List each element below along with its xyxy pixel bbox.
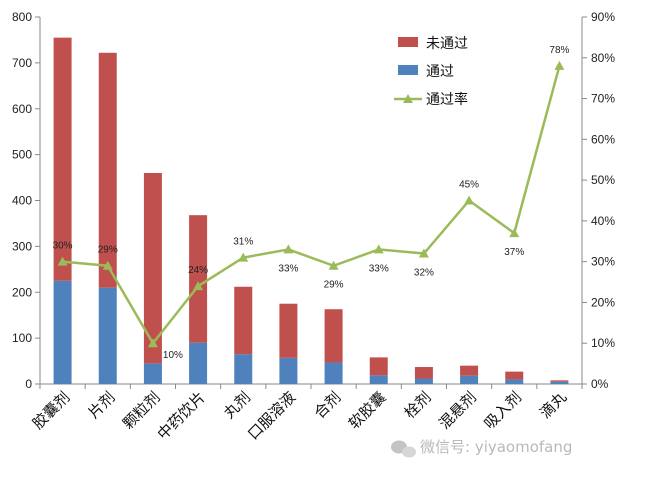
bar-pass (414, 378, 433, 384)
bar-pass (143, 363, 162, 384)
bar-pass (98, 287, 117, 384)
pass-rate-marker (283, 244, 294, 254)
right-tick-label: 50% (591, 173, 615, 187)
left-tick-label: 700 (12, 56, 32, 70)
legend-label: 通过 (426, 64, 454, 80)
rate-data-label: 24% (188, 265, 208, 276)
bar-fail (460, 365, 479, 376)
right-tick-label: 70% (591, 92, 615, 106)
pass-rate-marker (418, 248, 429, 258)
left-tick-label: 400 (12, 194, 32, 208)
rate-data-label: 31% (233, 237, 253, 248)
watermark-text: 微信号: yiyaomofang (420, 438, 572, 456)
pass-rate-marker (57, 256, 68, 266)
legend-label: 未通过 (426, 36, 468, 52)
category-label: 胶囊剂 (29, 388, 74, 433)
bar-fail (143, 172, 162, 364)
rate-data-label: 33% (278, 263, 298, 274)
left-tick-label: 300 (12, 239, 32, 253)
right-tick-label: 40% (591, 214, 615, 228)
category-label: 吸入剂 (481, 388, 526, 433)
right-tick-label: 30% (591, 255, 615, 269)
bar-pass (460, 375, 479, 384)
bar-pass (369, 375, 388, 384)
right-tick-label: 10% (591, 336, 615, 350)
category-label: 中药饮片 (154, 388, 209, 443)
pass-rate-polyline (62, 65, 561, 345)
right-tick-label: 80% (591, 51, 615, 65)
category-label: 软胶囊 (345, 388, 390, 433)
rate-data-label: 29% (324, 280, 344, 291)
pass-rate-marker (464, 195, 475, 205)
pass-rate-marker (373, 244, 384, 254)
category-label: 口服溶液 (244, 388, 299, 443)
bar-fail (505, 371, 524, 380)
rate-data-label: 29% (98, 245, 118, 256)
bar-fail (279, 303, 298, 358)
bar-fail (189, 215, 208, 343)
legend-swatch (398, 65, 418, 75)
right-tick-label: 0% (591, 377, 609, 391)
rate-data-label: 30% (53, 241, 73, 252)
pass-rate-marker (147, 338, 158, 348)
bar-pass (550, 381, 569, 384)
rate-data-label: 78% (549, 45, 569, 56)
right-tick-label: 90% (591, 10, 615, 24)
right-tick-label: 60% (591, 132, 615, 146)
bars (53, 37, 569, 384)
pass-rate-marker (554, 60, 565, 70)
category-label: 栓剂 (401, 388, 435, 422)
rate-data-label: 10% (163, 350, 183, 361)
right-tick-label: 20% (591, 295, 615, 309)
rate-data-label: 32% (414, 268, 434, 279)
bar-fail (98, 52, 117, 288)
pass-rate-marker (193, 281, 204, 291)
bar-pass (324, 362, 343, 384)
category-label: 混悬剂 (435, 388, 480, 433)
bar-pass (53, 280, 72, 384)
left-tick-label: 600 (12, 102, 32, 116)
watermark: 微信号: yiyaomofang (391, 438, 572, 458)
pass-rate-marker (328, 260, 339, 270)
data-labels: 30% 29% 10% 24% 31% 33% 29% 33% 32% 45% 37% 78% (53, 45, 570, 361)
left-tick-label: 200 (12, 285, 32, 299)
pass-rate-line (57, 60, 565, 348)
bar-fail (53, 37, 72, 281)
bar-fail (234, 286, 253, 355)
category-label: 滴丸 (536, 388, 570, 422)
left-tick-label: 0 (25, 377, 32, 391)
wechat-icon (391, 440, 416, 458)
category-label: 合剂 (310, 388, 344, 422)
left-tick-label: 500 (12, 148, 32, 162)
bar-fail (414, 367, 433, 379)
rate-data-label: 33% (369, 263, 389, 274)
legend-label: 通过率 (426, 91, 468, 108)
bar-pass (505, 379, 524, 384)
rate-data-label: 45% (459, 180, 479, 191)
pass-rate-marker (238, 252, 249, 262)
left-tick-label: 100 (12, 331, 32, 345)
bar-pass (279, 357, 298, 384)
bar-fail (324, 309, 343, 363)
bar-fail (369, 357, 388, 376)
rate-data-label: 37% (504, 247, 524, 258)
category-label: 片剂 (85, 388, 119, 422)
left-tick-label: 800 (12, 10, 32, 24)
legend-swatch (398, 37, 418, 47)
bar-pass (189, 342, 208, 384)
pass-rate-marker (509, 228, 520, 238)
bar-fail (550, 380, 569, 382)
category-label: 丸剂 (220, 388, 254, 422)
pass-rate-marker (102, 260, 113, 270)
bar-pass (234, 354, 253, 384)
legend-marker (403, 94, 413, 103)
